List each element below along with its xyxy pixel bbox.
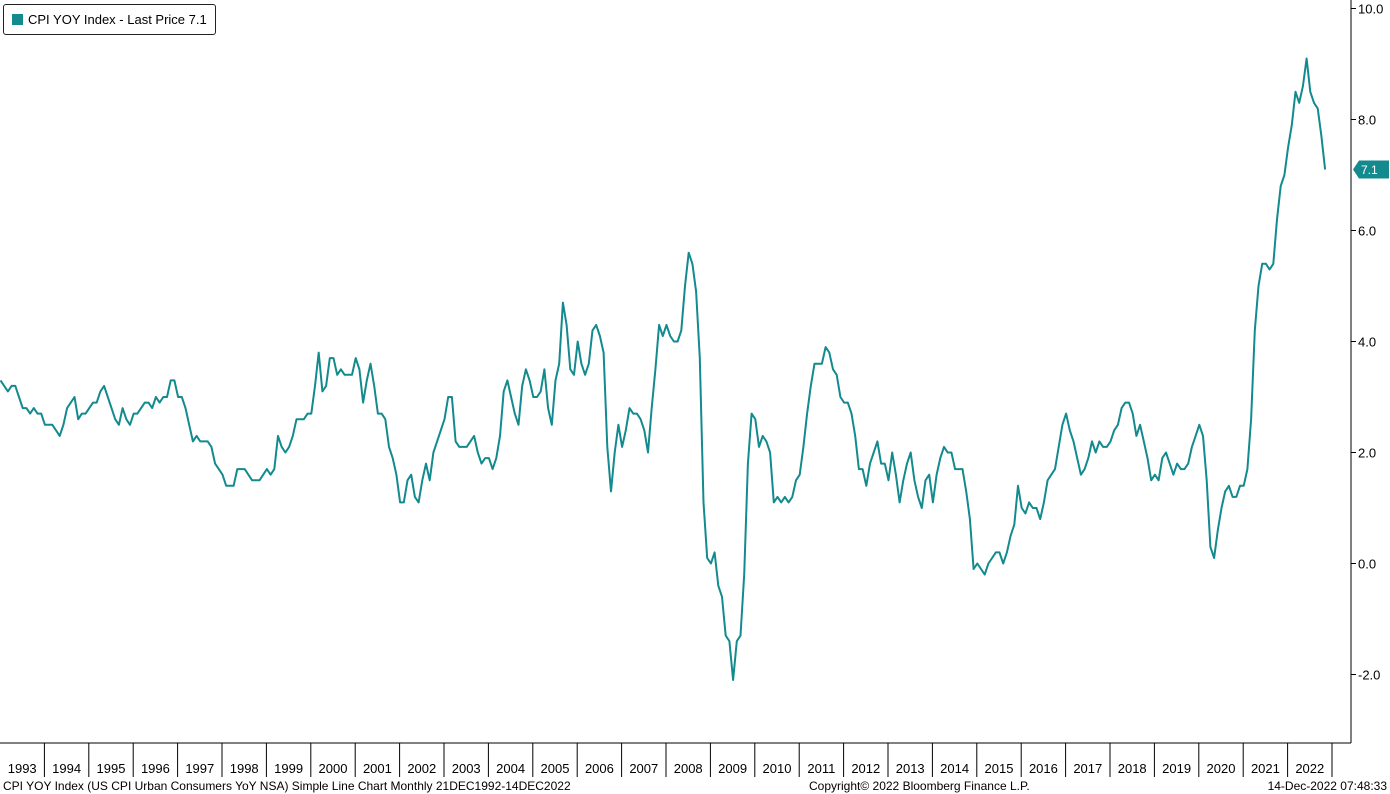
- x-tick-label: 2018: [1118, 761, 1147, 776]
- y-tick-label: 2.0: [1358, 446, 1376, 461]
- x-tick-label: 2006: [585, 761, 614, 776]
- x-tick-label: 1996: [141, 761, 170, 776]
- x-tick-label: 2014: [940, 761, 969, 776]
- x-tick-label: 1997: [185, 761, 214, 776]
- x-tick-label: 1994: [52, 761, 81, 776]
- legend-label: CPI YOY Index - Last Price 7.1: [28, 12, 207, 27]
- x-tick-label: 2004: [496, 761, 525, 776]
- plot-frame: [0, 0, 1352, 744]
- y-tick-label: 8.0: [1358, 113, 1376, 128]
- y-tick-label: 0.0: [1358, 557, 1376, 572]
- x-tick-label: 2021: [1251, 761, 1280, 776]
- y-tick-label: 4.0: [1358, 335, 1376, 350]
- x-tick-label: 2009: [718, 761, 747, 776]
- legend: CPI YOY Index - Last Price 7.1: [3, 4, 216, 35]
- x-tick-label: 2013: [896, 761, 925, 776]
- x-tick-label: 2020: [1207, 761, 1236, 776]
- last-price-tag-label: 7.1: [1361, 163, 1378, 177]
- x-tick-label: 2005: [541, 761, 570, 776]
- x-tick-label: 2017: [1073, 761, 1102, 776]
- cpi-yoy-series-line: [0, 57, 1327, 681]
- x-tick-label: 2010: [763, 761, 792, 776]
- legend-swatch: [12, 14, 23, 25]
- x-tick-label: 2016: [1029, 761, 1058, 776]
- x-tick-label: 2011: [807, 761, 835, 776]
- x-axis: 1993 1994 1995 1996 1997 1998 1999 2000 2001 2002…: [8, 743, 1333, 777]
- x-tick-label: 2001: [363, 761, 392, 776]
- x-tick-label: 2003: [452, 761, 481, 776]
- y-tick-label: 6.0: [1358, 224, 1376, 239]
- x-tick-label: 2019: [1162, 761, 1191, 776]
- x-tick-label: 1993: [8, 761, 37, 776]
- x-tick-label: 2007: [629, 761, 658, 776]
- x-tick-label: 2000: [319, 761, 348, 776]
- x-tick-label: 2002: [407, 761, 436, 776]
- chart-description: CPI YOY Index (US CPI Urban Consumers Yo…: [3, 779, 571, 793]
- x-tick-label: 2012: [851, 761, 880, 776]
- x-tick-label: 2008: [674, 761, 703, 776]
- x-tick-label: 1999: [274, 761, 303, 776]
- y-tick-label: -2.0: [1358, 668, 1380, 683]
- x-tick-label: 1995: [97, 761, 126, 776]
- last-price-tag: 7.1: [1353, 160, 1389, 179]
- x-tick-label: 2022: [1295, 761, 1324, 776]
- x-tick-label: 1998: [230, 761, 259, 776]
- y-tick-label: 10.0: [1358, 2, 1383, 17]
- timestamp: 14-Dec-2022 07:48:33: [1267, 779, 1387, 793]
- copyright-text: Copyright© 2022 Bloomberg Finance L.P.: [809, 779, 1030, 793]
- x-tick-label: 2015: [985, 761, 1014, 776]
- y-axis: -2.0 0.0 2.0 4.0 6.0 8.0 10.0: [1351, 2, 1383, 683]
